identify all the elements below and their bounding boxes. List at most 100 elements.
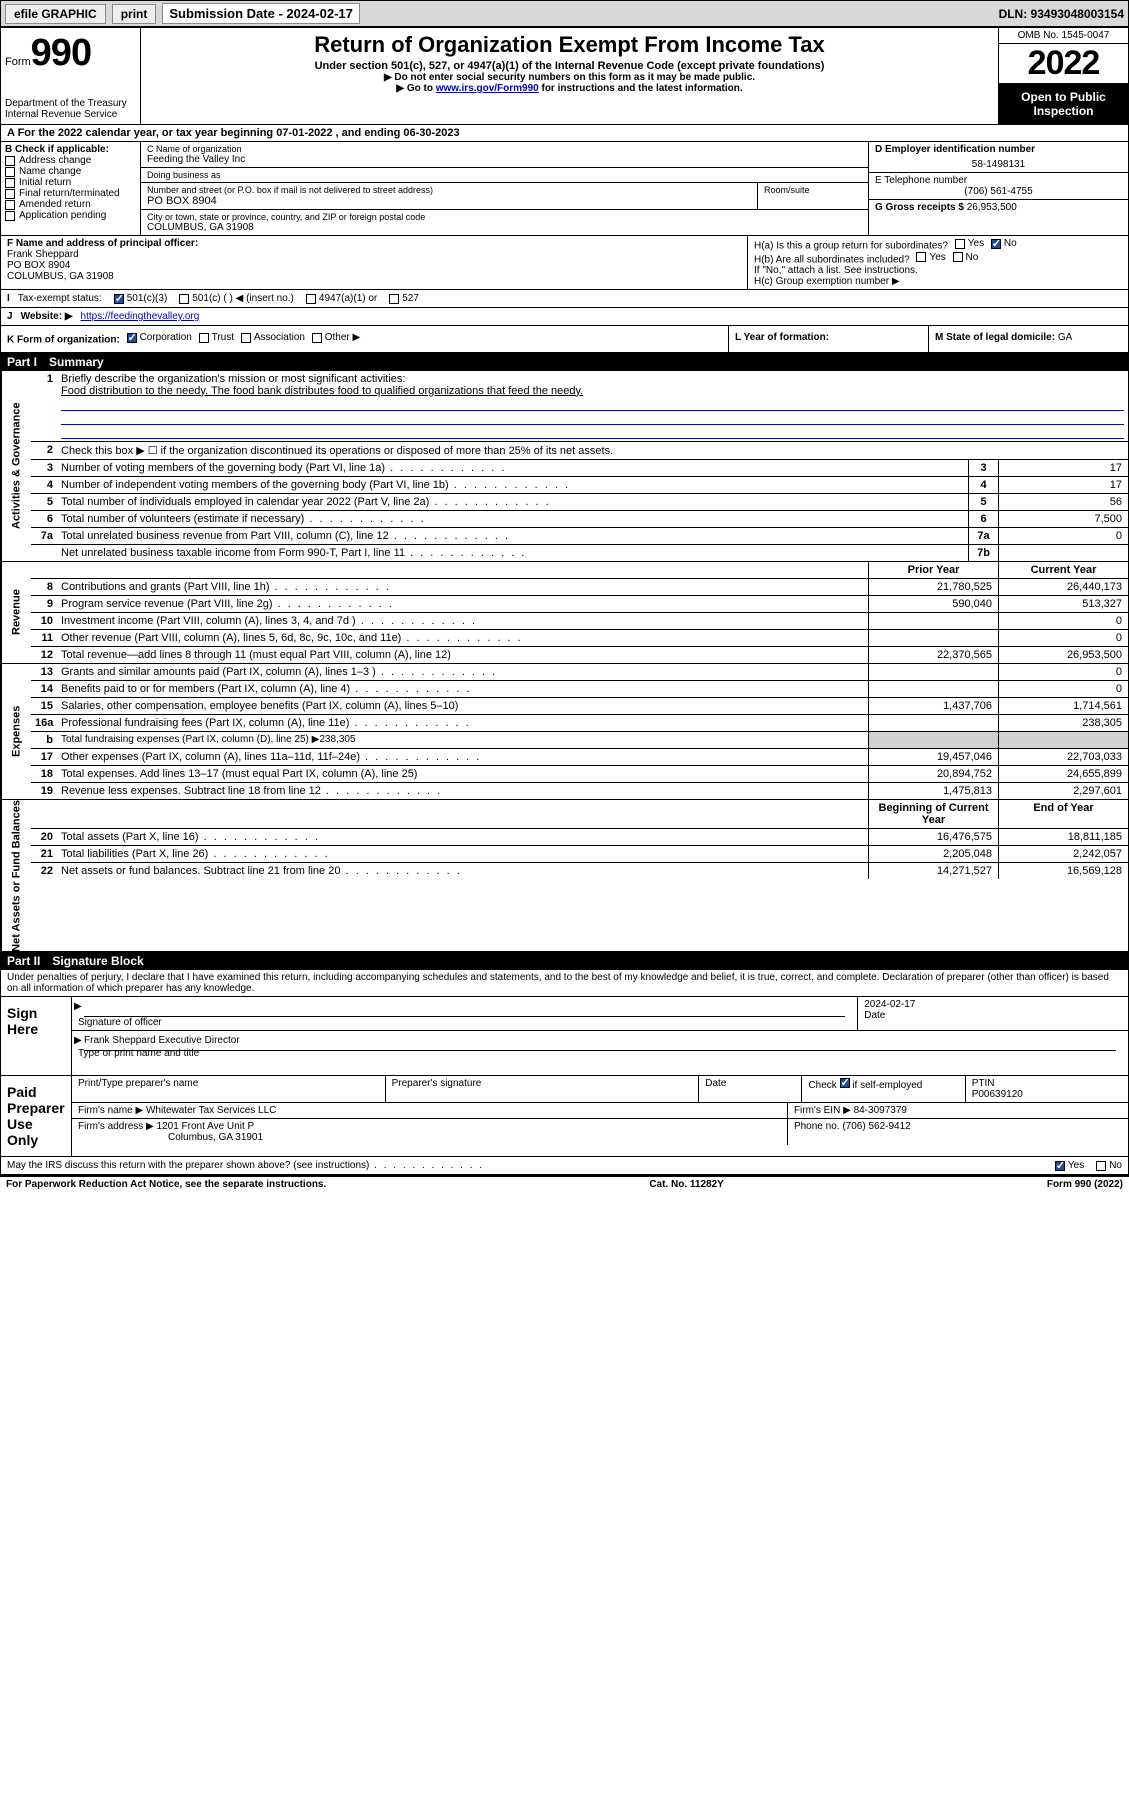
org-city: COLUMBUS, GA 31908 <box>147 222 862 233</box>
line-num: 9 <box>31 596 57 612</box>
checkbox-icon[interactable] <box>1096 1161 1106 1171</box>
part2-num: Part II <box>7 954 40 968</box>
checkbox-icon[interactable] <box>991 239 1001 249</box>
curr-val: 26,953,500 <box>998 647 1128 663</box>
line-txt: Total expenses. Add lines 13–17 (must eq… <box>57 766 868 782</box>
line-num: 22 <box>31 863 57 879</box>
checkbox-icon[interactable] <box>199 333 209 343</box>
curr-val: 1,714,561 <box>998 698 1128 714</box>
line6-val: 7,500 <box>998 511 1128 527</box>
chk-amended-return[interactable]: Amended return <box>5 199 136 210</box>
curr-val: 26,440,173 <box>998 579 1128 595</box>
efile-button[interactable]: efile GRAPHIC <box>5 4 106 24</box>
chk-name-change[interactable]: Name change <box>5 166 136 177</box>
checkbox-icon[interactable] <box>1055 1161 1065 1171</box>
c-addr-lbl: Number and street (or P.O. box if mail i… <box>147 185 751 195</box>
chk-application-pending[interactable]: Application pending <box>5 210 136 221</box>
part1-num: Part I <box>7 355 37 369</box>
checkbox-icon[interactable] <box>241 333 251 343</box>
checkbox-icon[interactable] <box>312 333 322 343</box>
hc-lbl: H(c) Group exemption number ▶ <box>754 276 1122 287</box>
chk-lbl: Address change <box>19 155 91 166</box>
prior-val <box>868 715 998 731</box>
firm-addr-lbl: Firm's address ▶ <box>78 1121 154 1132</box>
hdr-current-year: Current Year <box>998 562 1128 578</box>
checkbox-icon[interactable] <box>306 294 316 304</box>
ptin-lbl: PTIN <box>972 1078 995 1089</box>
checkbox-icon[interactable] <box>127 333 137 343</box>
website-link[interactable]: https://feedingthevalley.org <box>81 311 200 322</box>
header-mid: Return of Organization Exempt From Incom… <box>141 28 998 124</box>
line-txt: Salaries, other compensation, employee b… <box>57 698 868 714</box>
line-txt: Net assets or fund balances. Subtract li… <box>57 863 868 879</box>
curr-val: 513,327 <box>998 596 1128 612</box>
firm-addr1: 1201 Front Ave Unit P <box>157 1121 255 1132</box>
line-num: 1 <box>31 371 57 441</box>
line-txt: Program service revenue (Part VIII, line… <box>57 596 868 612</box>
no-lbl: No <box>1004 238 1017 249</box>
blank <box>31 800 57 828</box>
ptin-val: P00639120 <box>972 1089 1023 1100</box>
section-net-assets: Net Assets or Fund Balances Beginning of… <box>1 800 1128 953</box>
row-klm: K Form of organization: Corporation Trus… <box>1 326 1128 353</box>
irs-label: Internal Revenue Service <box>5 109 136 120</box>
firm-phone: (706) 562-9412 <box>842 1121 910 1132</box>
chk-address-change[interactable]: Address change <box>5 155 136 166</box>
checkbox-icon[interactable] <box>916 252 926 262</box>
side-label-expenses: Expenses <box>1 664 31 799</box>
sign-date: 2024-02-17 <box>864 999 1122 1010</box>
paid-preparer-block: Paid Preparer Use Only Print/Type prepar… <box>1 1076 1128 1157</box>
prep-h3: Date <box>705 1078 726 1089</box>
part2-title: Signature Block <box>52 954 143 968</box>
sign-here-block: Sign Here Signature of officer 2024-02-1… <box>1 997 1128 1076</box>
tax-year: 2022 <box>999 44 1128 84</box>
checkbox-icon[interactable] <box>840 1078 850 1088</box>
org-address: PO BOX 8904 <box>147 195 751 207</box>
curr-val: 0 <box>998 664 1128 680</box>
goto-pre: Go to <box>407 83 436 94</box>
row-a-tax-year: A For the 2022 calendar year, or tax yea… <box>1 125 1128 142</box>
print-button[interactable]: print <box>112 4 157 24</box>
line1-txt: Briefly describe the organization's miss… <box>61 373 405 385</box>
header-sub1: Under section 501(c), 527, or 4947(a)(1)… <box>147 60 992 72</box>
sig-lbl: Signature of officer <box>78 1017 162 1028</box>
blank <box>57 800 868 828</box>
form-title: Return of Organization Exempt From Incom… <box>147 32 992 58</box>
ha-lbl: H(a) Is this a group return for subordin… <box>754 241 948 252</box>
line5-txt: Total number of individuals employed in … <box>57 494 968 510</box>
line-txt: Total fundraising expenses (Part IX, col… <box>57 732 868 748</box>
blank <box>57 562 868 578</box>
line-num: b <box>31 732 57 748</box>
form-number: Form990 <box>5 32 136 75</box>
col-de: D Employer identification number 58-1498… <box>868 142 1128 235</box>
checkbox-icon[interactable] <box>953 252 963 262</box>
top-toolbar: efile GRAPHIC print Submission Date - 20… <box>0 0 1129 27</box>
checkbox-icon[interactable] <box>389 294 399 304</box>
checkbox-icon[interactable] <box>179 294 189 304</box>
checkbox-icon <box>5 167 15 177</box>
checkbox-icon[interactable] <box>955 239 965 249</box>
line-txt: Revenue less expenses. Subtract line 18 … <box>57 783 868 799</box>
chk-initial-return[interactable]: Initial return <box>5 177 136 188</box>
mission-text: Food distribution to the needy. The food… <box>61 385 583 397</box>
checkbox-icon[interactable] <box>114 294 124 304</box>
chk-final-return[interactable]: Final return/terminated <box>5 188 136 199</box>
dept-treasury: Department of the Treasury <box>5 98 136 109</box>
prior-val <box>868 630 998 646</box>
block-fh: F Name and address of principal officer:… <box>1 236 1128 290</box>
line-num: 15 <box>31 698 57 714</box>
header-sub3: Go to www.irs.gov/Form990 for instructio… <box>147 83 992 94</box>
header-right: OMB No. 1545-0047 2022 Open to Public In… <box>998 28 1128 124</box>
side-label-ag: Activities & Governance <box>1 371 31 561</box>
page-footer: For Paperwork Reduction Act Notice, see … <box>0 1177 1129 1192</box>
box-num: 3 <box>968 460 998 476</box>
irs-link[interactable]: www.irs.gov/Form990 <box>436 83 539 94</box>
part1-header: Part I Summary <box>1 353 1128 371</box>
prep-h2: Preparer's signature <box>392 1078 482 1089</box>
org-name: Feeding the Valley Inc <box>147 154 862 165</box>
curr-val: 16,569,128 <box>998 863 1128 879</box>
prior-val <box>868 664 998 680</box>
line-num: 13 <box>31 664 57 680</box>
opt-corp: Corporation <box>140 332 192 343</box>
form-container: Form990 Department of the Treasury Inter… <box>0 27 1129 1177</box>
